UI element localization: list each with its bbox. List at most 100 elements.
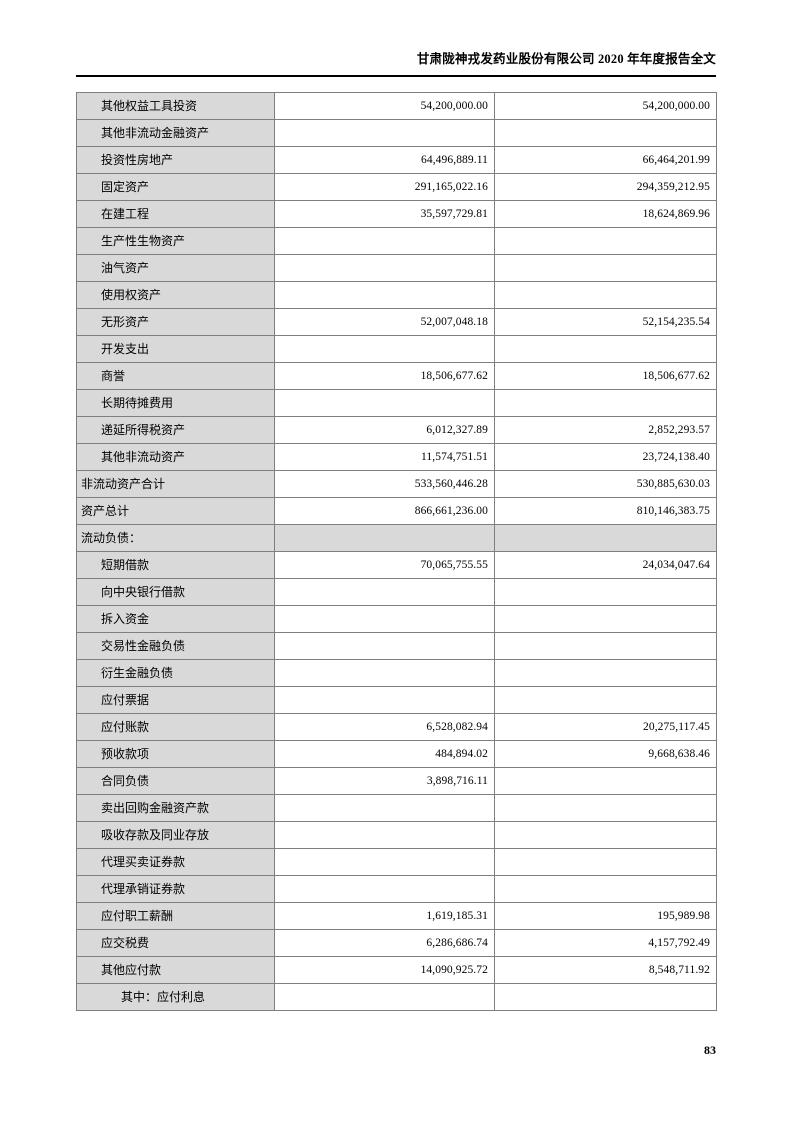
row-label: 其他应付款 [76,956,275,984]
row-value-current-period [274,335,495,363]
row-label: 长期待摊费用 [76,389,275,417]
table-row: 固定资产 291,165,022.16 294,359,212.95 [76,173,717,201]
row-value-current-period: 11,574,751.51 [274,443,495,471]
row-value-current-period [274,524,495,552]
row-value-current-period [274,281,495,309]
row-value-current-period [274,794,495,822]
table-row: 使用权资产 [76,281,717,309]
row-label: 其他权益工具投资 [76,92,275,120]
row-value-prior-period: 52,154,235.54 [494,308,717,336]
row-label: 开发支出 [76,335,275,363]
row-value-prior-period [494,983,717,1011]
row-label: 交易性金融负债 [76,632,275,660]
row-value-prior-period [494,254,717,282]
row-value-current-period: 52,007,048.18 [274,308,495,336]
row-label: 代理承销证券款 [76,875,275,903]
row-label: 其他非流动资产 [76,443,275,471]
row-value-prior-period: 530,885,630.03 [494,470,717,498]
row-value-prior-period [494,605,717,633]
table-row: 生产性生物资产 [76,227,717,255]
table-row: 代理买卖证券款 [76,848,717,876]
row-value-current-period: 6,286,686.74 [274,929,495,957]
row-label: 短期借款 [76,551,275,579]
row-label: 资产总计 [76,497,275,525]
row-label: 代理买卖证券款 [76,848,275,876]
row-value-current-period: 54,200,000.00 [274,92,495,120]
row-label: 油气资产 [76,254,275,282]
row-value-prior-period: 294,359,212.95 [494,173,717,201]
row-value-current-period [274,875,495,903]
row-value-current-period: 866,661,236.00 [274,497,495,525]
row-value-prior-period: 54,200,000.00 [494,92,717,120]
table-row: 应交税费 6,286,686.74 4,157,792.49 [76,929,717,957]
table-row: 油气资产 [76,254,717,282]
table-row: 向中央银行借款 [76,578,717,606]
table-row: 短期借款 70,065,755.55 24,034,047.64 [76,551,717,579]
balance-sheet-table: 其他权益工具投资 54,200,000.00 54,200,000.00 其他非流动金… [76,92,717,1011]
row-label: 应付职工薪酬 [76,902,275,930]
row-value-prior-period [494,281,717,309]
row-label: 无形资产 [76,308,275,336]
row-value-prior-period: 66,464,201.99 [494,146,717,174]
row-label: 非流动资产合计 [76,470,275,498]
row-label: 吸收存款及同业存放 [76,821,275,849]
row-value-current-period [274,578,495,606]
row-value-current-period [274,119,495,147]
row-value-prior-period [494,119,717,147]
row-label: 拆入资金 [76,605,275,633]
row-label: 衍生金融负债 [76,659,275,687]
row-label: 商誉 [76,362,275,390]
table-row: 合同负债 3,898,716.11 [76,767,717,795]
table-row: 衍生金融负债 [76,659,717,687]
row-label: 卖出回购金融资产款 [76,794,275,822]
row-label: 向中央银行借款 [76,578,275,606]
table-row: 其他非流动金融资产 [76,119,717,147]
table-row: 资产总计 866,661,236.00 810,146,383.75 [76,497,717,525]
row-label: 固定资产 [76,173,275,201]
row-label: 投资性房地产 [76,146,275,174]
row-label: 应付账款 [76,713,275,741]
row-value-current-period: 3,898,716.11 [274,767,495,795]
row-value-current-period: 64,496,889.11 [274,146,495,174]
row-value-current-period: 14,090,925.72 [274,956,495,984]
row-value-prior-period: 18,506,677.62 [494,362,717,390]
row-value-prior-period [494,524,717,552]
row-value-current-period: 484,894.02 [274,740,495,768]
running-header: 甘肃陇神戎发药业股份有限公司 2020 年年度报告全文 [416,52,716,66]
table-row: 流动负债： [76,524,717,552]
row-value-prior-period: 9,668,638.46 [494,740,717,768]
row-label: 其他非流动金融资产 [76,119,275,147]
table-row: 其他应付款 14,090,925.72 8,548,711.92 [76,956,717,984]
row-value-prior-period: 8,548,711.92 [494,956,717,984]
row-value-prior-period: 24,034,047.64 [494,551,717,579]
row-label: 使用权资产 [76,281,275,309]
row-value-current-period [274,227,495,255]
row-label: 应交税费 [76,929,275,957]
table-row: 投资性房地产 64,496,889.11 66,464,201.99 [76,146,717,174]
row-value-prior-period [494,578,717,606]
row-label: 在建工程 [76,200,275,228]
table-row: 无形资产 52,007,048.18 52,154,235.54 [76,308,717,336]
table-row: 在建工程 35,597,729.81 18,624,869.96 [76,200,717,228]
row-value-prior-period: 18,624,869.96 [494,200,717,228]
row-value-current-period: 1,619,185.31 [274,902,495,930]
row-label: 应付票据 [76,686,275,714]
row-value-current-period: 35,597,729.81 [274,200,495,228]
table-row: 开发支出 [76,335,717,363]
row-value-current-period: 18,506,677.62 [274,362,495,390]
row-value-prior-period [494,389,717,417]
table-row: 商誉 18,506,677.62 18,506,677.62 [76,362,717,390]
row-value-current-period: 291,165,022.16 [274,173,495,201]
row-label: 合同负债 [76,767,275,795]
table-row: 长期待摊费用 [76,389,717,417]
row-value-prior-period [494,821,717,849]
table-row: 应付票据 [76,686,717,714]
table-row: 吸收存款及同业存放 [76,821,717,849]
table-row: 应付账款 6,528,082.94 20,275,117.45 [76,713,717,741]
table-row: 卖出回购金融资产款 [76,794,717,822]
row-value-prior-period [494,794,717,822]
row-value-prior-period: 810,146,383.75 [494,497,717,525]
row-value-prior-period: 20,275,117.45 [494,713,717,741]
row-value-prior-period [494,848,717,876]
